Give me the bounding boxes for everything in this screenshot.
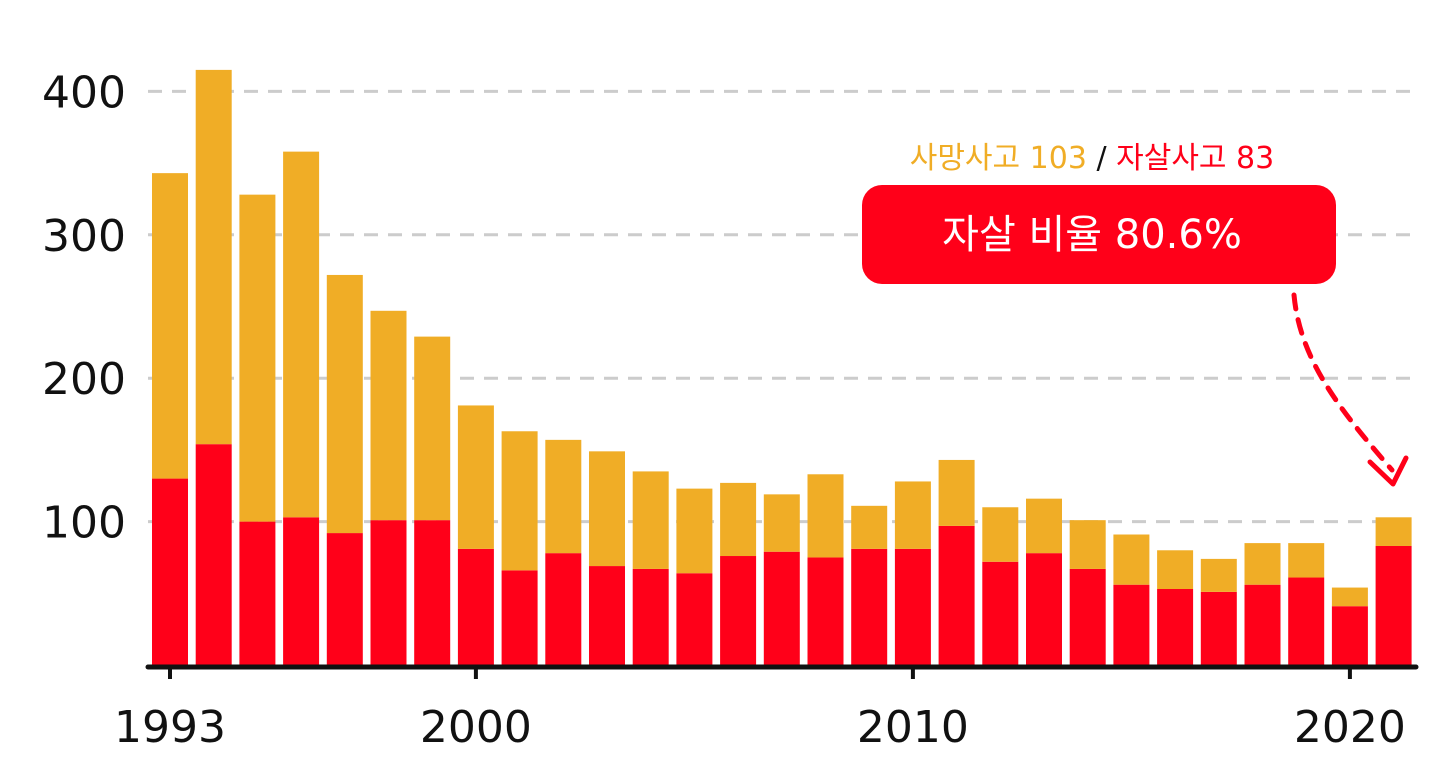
bar-other-2006 [720, 482, 757, 557]
bar-other-1996 [283, 151, 320, 518]
bars [152, 69, 1412, 665]
bar-suicide-2019 [1288, 577, 1325, 665]
bar-suicide-1994 [195, 444, 232, 665]
bar-other-2019 [1288, 543, 1325, 578]
bar-other-1999 [414, 336, 451, 521]
y-tick-label: 300 [42, 211, 126, 262]
x-tick-label: 2020 [1294, 702, 1406, 753]
x-tick-label: 2010 [857, 702, 969, 753]
bar-other-2010 [894, 481, 931, 549]
bar-suicide-2015 [1113, 584, 1150, 665]
bar-other-2003 [589, 451, 625, 567]
annotation-box-text: 자살 비율 80.6% [942, 212, 1242, 258]
bar-suicide-2006 [720, 556, 757, 665]
bar-suicide-1998 [370, 520, 407, 665]
bar-suicide-2005 [676, 573, 713, 665]
bar-other-2014 [1069, 520, 1106, 569]
bar-suicide-1993 [152, 478, 188, 665]
bar-other-2017 [1200, 558, 1237, 592]
annotation-deaths-label: 사망사고 103 [910, 141, 1087, 176]
y-axis-ticks: 100 200 300 400 [42, 67, 126, 548]
y-tick-label: 100 [42, 498, 126, 549]
bar-suicide-2020 [1331, 606, 1368, 665]
bar-other-1995 [239, 194, 276, 522]
bar-other-2005 [676, 488, 713, 574]
bar-suicide-2011 [938, 525, 975, 665]
bar-suicide-2008 [807, 557, 844, 665]
bar-suicide-2001 [501, 570, 538, 665]
bar-other-2011 [938, 459, 975, 526]
bar-other-2018 [1244, 543, 1281, 585]
bar-suicide-2004 [632, 568, 669, 665]
bar-other-1994 [195, 69, 232, 445]
bar-suicide-2017 [1200, 591, 1237, 665]
bar-other-2008 [807, 474, 844, 558]
bar-suicide-2012 [982, 561, 1019, 665]
x-tick-label: 1993 [114, 702, 226, 753]
bar-other-1997 [326, 274, 363, 534]
bar-other-2002 [545, 439, 582, 554]
bar-other-2012 [982, 507, 1019, 562]
bar-other-2007 [763, 494, 800, 552]
bar-other-2021 [1375, 517, 1412, 546]
bar-other-2015 [1113, 534, 1150, 585]
bar-other-2001 [501, 431, 538, 571]
y-tick-label: 400 [42, 67, 126, 118]
bar-suicide-1996 [283, 517, 320, 665]
bar-suicide-1999 [414, 520, 451, 665]
annotation-box [862, 185, 1336, 284]
annotation-header: 사망사고 103 / 자살사고 83 [910, 141, 1275, 176]
bar-suicide-2018 [1244, 584, 1281, 665]
bar-suicide-2003 [589, 566, 625, 665]
bar-suicide-2013 [1026, 553, 1062, 665]
bar-suicide-2014 [1069, 568, 1106, 665]
bar-suicide-2007 [763, 551, 800, 665]
bar-other-2020 [1331, 587, 1368, 607]
bar-other-2016 [1157, 550, 1194, 589]
bar-suicide-2016 [1157, 588, 1194, 665]
bar-other-2009 [851, 505, 888, 549]
x-tick-label: 2000 [420, 702, 532, 753]
bar-suicide-1995 [239, 521, 276, 665]
bar-suicide-2010 [894, 548, 931, 665]
bar-suicide-2002 [545, 553, 582, 665]
bar-other-2004 [632, 471, 669, 569]
x-axis-ticks: 1993 2000 2010 2020 [114, 667, 1406, 753]
bar-other-1998 [370, 310, 407, 521]
bar-suicide-2021 [1375, 545, 1412, 665]
annotation-arrow-head [1367, 455, 1409, 487]
bar-suicide-1997 [326, 533, 363, 665]
annotation-suicide-label: 자살사고 83 [1116, 141, 1274, 176]
annotation: 사망사고 103 / 자살사고 83 자살 비율 80.6% [862, 141, 1409, 487]
bar-other-2000 [457, 405, 494, 549]
annotation-arrow-line [1291, 292, 1395, 473]
bar-suicide-2000 [457, 548, 494, 665]
bar-suicide-2009 [851, 548, 888, 665]
bar-other-2013 [1026, 498, 1062, 554]
annotation-separator: / [1087, 141, 1116, 176]
y-tick-label: 200 [42, 354, 126, 405]
bar-other-1993 [152, 173, 188, 479]
